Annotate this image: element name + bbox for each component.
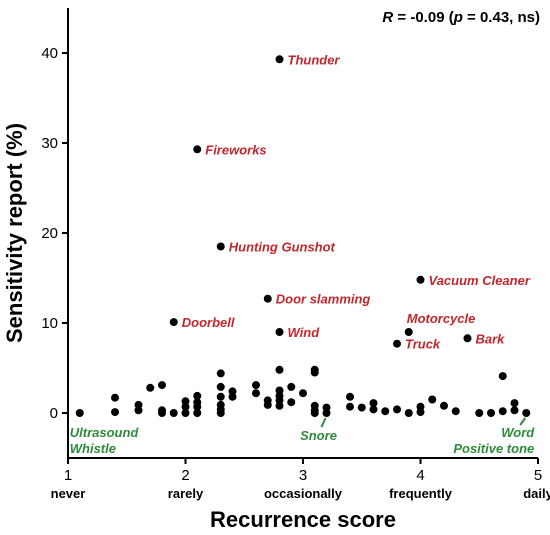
data-point <box>275 55 284 64</box>
annotation-pointer <box>519 417 527 426</box>
data-point <box>263 400 272 409</box>
data-point <box>181 409 190 417</box>
annotations: Thunder Fireworks Hunting Gunshot Vacuum Cl… <box>70 52 536 456</box>
data-point <box>322 409 331 417</box>
stat-r-symbol: R <box>382 9 393 26</box>
data-point <box>463 334 472 343</box>
annotation-label: Snore <box>300 428 337 443</box>
x-category-label: daily <box>523 486 550 501</box>
data-point <box>287 398 296 407</box>
data-point <box>487 409 495 417</box>
data-point <box>404 409 413 417</box>
data-point <box>287 382 296 391</box>
data-point <box>346 392 354 401</box>
data-point <box>428 395 437 404</box>
data-point <box>310 409 319 417</box>
data-point <box>275 401 284 410</box>
y-tick-label: 40 <box>41 45 58 62</box>
data-point <box>75 409 84 417</box>
x-category-label: frequently <box>389 486 453 501</box>
data-point <box>216 409 225 417</box>
data-point <box>393 405 401 414</box>
data-point <box>169 318 178 327</box>
data-point <box>346 402 354 411</box>
data-point <box>369 405 378 414</box>
data-point <box>263 294 272 303</box>
data-point <box>393 339 401 348</box>
data-point <box>134 406 143 415</box>
data-point <box>369 399 378 408</box>
annotation-label: Door slamming <box>276 292 371 307</box>
data-point <box>451 407 460 416</box>
data-point <box>252 381 260 390</box>
annotation-label: Word Positive tone <box>453 425 535 456</box>
data-point <box>193 402 202 411</box>
x-tick-label: 1 <box>64 467 72 484</box>
data-point <box>440 401 448 410</box>
data-point <box>252 389 260 398</box>
data-point <box>416 275 425 284</box>
data-point <box>158 381 166 390</box>
data-point <box>416 408 425 417</box>
data-point <box>193 409 202 417</box>
stat-p-symbol: p <box>453 9 463 26</box>
x-category-label: rarely <box>168 486 204 501</box>
correlation-stat: R = -0.09 (p = 0.43, ns) <box>382 9 540 26</box>
data-point <box>498 407 507 416</box>
data-point <box>275 328 284 336</box>
y-tick-label: 30 <box>41 135 58 152</box>
data-point <box>111 408 119 417</box>
data-point <box>475 409 484 417</box>
data-points <box>75 55 531 417</box>
y-tick-label: 10 <box>41 315 58 332</box>
data-point <box>158 409 166 417</box>
annotation-label: Truck <box>405 337 441 352</box>
ticks: 1 never 2 rarely 3 occasionally 4 frequently 5 da… <box>41 45 550 501</box>
annotation-label: Thunder <box>288 52 341 67</box>
data-point <box>216 242 225 251</box>
data-point <box>193 145 202 154</box>
data-point <box>510 399 519 408</box>
data-point <box>216 392 225 401</box>
annotation-label: Motorcycle <box>407 311 476 326</box>
data-point <box>228 392 237 401</box>
annotation-label: Ultrasound Whistle <box>70 425 140 456</box>
data-point <box>216 382 225 391</box>
stat-p-text: = 0.43, ns) <box>463 9 540 26</box>
data-point <box>404 328 413 336</box>
data-point <box>357 403 366 412</box>
y-tick-label: 20 <box>41 225 58 242</box>
annotation-label: Hunting Gunshot <box>229 240 336 255</box>
x-tick-label: 3 <box>299 467 307 484</box>
annotation-label: Fireworks <box>205 142 266 157</box>
annotation-pointer <box>320 417 327 428</box>
y-axis-title: Sensitivity report (%) <box>2 123 27 343</box>
stat-r-text: = -0.09 ( <box>393 9 453 26</box>
data-point <box>522 409 531 417</box>
annotation-label: Doorbell <box>182 315 235 330</box>
data-point <box>381 407 390 416</box>
data-point <box>498 372 507 381</box>
data-point <box>510 406 519 415</box>
y-tick-label: 0 <box>50 405 58 422</box>
x-axis-title: Recurrence score <box>210 507 396 532</box>
data-point <box>169 409 178 417</box>
data-point <box>275 365 284 374</box>
data-point <box>299 389 307 398</box>
x-category-label: never <box>51 486 86 501</box>
data-point <box>216 369 225 378</box>
x-tick-label: 4 <box>416 467 424 484</box>
x-category-label: occasionally <box>264 486 343 501</box>
annotation-label: Vacuum Cleaner <box>429 273 531 288</box>
x-tick-label: 2 <box>181 467 189 484</box>
x-tick-label: 5 <box>534 467 542 484</box>
data-point <box>146 383 155 392</box>
data-point <box>193 391 202 400</box>
data-point <box>181 402 190 411</box>
annotation-label: Wind <box>288 325 321 340</box>
annotation-label: Bark <box>476 331 506 346</box>
data-point <box>310 368 319 377</box>
data-point <box>111 393 119 402</box>
